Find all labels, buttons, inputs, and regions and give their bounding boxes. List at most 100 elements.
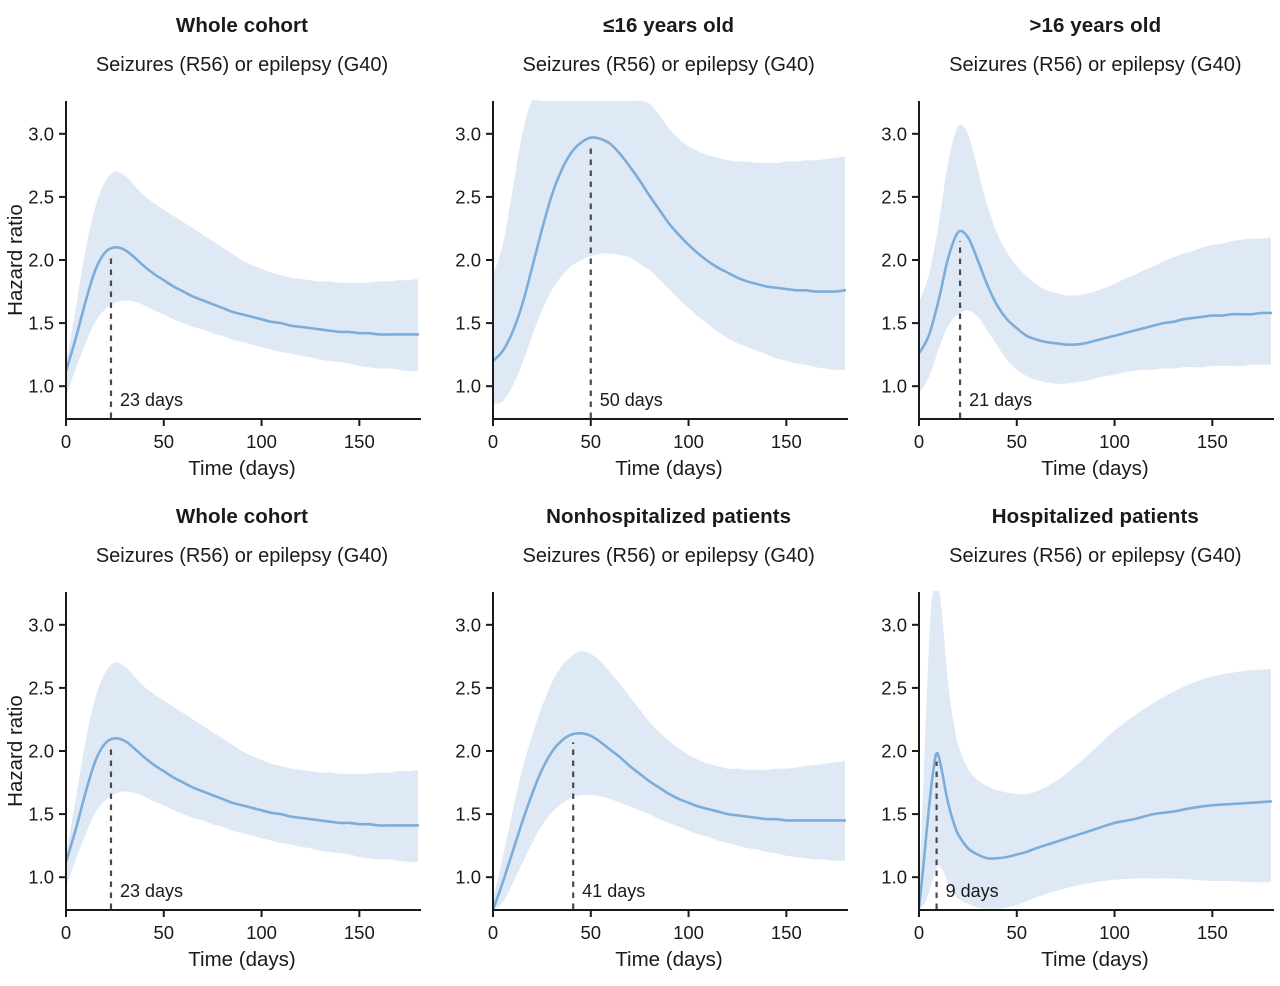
y-tick-label: 2.0 <box>882 250 908 271</box>
x-tick-label: 150 <box>771 922 802 943</box>
hazard-ratio-line <box>66 246 419 373</box>
plot-whole-cohort-hosp: 23 days 0 50 100 150 1.0 1.5 2.0 2.5 3.0 Time (day… <box>4 592 421 971</box>
y-tick-label: 1.0 <box>28 867 54 888</box>
x-tick-label: 150 <box>1197 922 1228 943</box>
confidence-band <box>492 651 845 910</box>
x-tick-label: 50 <box>153 922 174 943</box>
peak-day-label: 23 days <box>120 390 183 410</box>
y-tick-label: 2.5 <box>455 186 481 207</box>
y-tick-label: 2.5 <box>28 186 54 207</box>
chart-subtitle: Seizures (R56) or epilepsy (G40) <box>95 53 389 76</box>
x-tick-label: 100 <box>673 922 704 943</box>
chart-subtitle: Seizures (R56) or epilepsy (G40) <box>95 544 389 567</box>
y-tick-label: 1.0 <box>455 376 481 397</box>
plot-under-16: 50 days 0 50 100 150 1.0 1.5 2.0 2.5 3.0 Time (day… <box>455 100 848 480</box>
subplot-whole-cohort-hosp: Whole cohort Seizures (R56) or epilepsy … <box>0 495 426 986</box>
y-tick-label: 2.0 <box>455 250 481 271</box>
hazard-ratio-line <box>492 136 846 363</box>
chart-title: >16 years old <box>1029 14 1162 37</box>
peak-day-label: 9 days <box>946 881 999 901</box>
y-tick-label: 3.0 <box>882 614 908 635</box>
x-axis-label: Time (days) <box>1042 948 1149 971</box>
peak-day-label: 50 days <box>599 390 662 410</box>
x-tick-label: 50 <box>153 431 174 452</box>
chart-title: ≤16 years old <box>603 14 735 37</box>
chart-subtitle: Seizures (R56) or epilepsy (G40) <box>949 53 1242 76</box>
x-tick-label: 50 <box>1007 922 1028 943</box>
x-tick-label: 0 <box>61 922 71 943</box>
x-tick-label: 100 <box>1099 922 1130 943</box>
y-tick-label: 1.5 <box>455 804 481 825</box>
confidence-band <box>919 591 1272 910</box>
x-tick-label: 100 <box>246 922 277 943</box>
x-tick-label: 150 <box>1197 431 1228 452</box>
y-tick-label: 3.0 <box>455 123 481 144</box>
x-axis-label: Time (days) <box>188 948 295 971</box>
y-tick-label: 1.5 <box>455 313 481 334</box>
chart-subtitle: Seizures (R56) or epilepsy (G40) <box>949 544 1242 567</box>
hazard-ratio-line <box>919 229 1273 355</box>
chart-title: Hospitalized patients <box>991 505 1199 528</box>
x-tick-label: 150 <box>344 431 375 452</box>
x-tick-label: 0 <box>914 922 924 943</box>
x-tick-label: 100 <box>246 431 277 452</box>
y-tick-label: 2.5 <box>28 677 54 698</box>
y-tick-label: 3.0 <box>28 123 54 144</box>
y-tick-label: 2.0 <box>455 741 481 762</box>
x-tick-label: 150 <box>771 431 802 452</box>
plot-over-16: 21 days 0 50 100 150 1.0 1.5 2.0 2.5 3.0 Time (day… <box>882 101 1275 480</box>
x-tick-label: 50 <box>580 431 601 452</box>
y-tick-label: 1.5 <box>882 804 908 825</box>
x-tick-label: 0 <box>61 431 71 452</box>
confidence-band <box>66 662 418 888</box>
x-tick-label: 100 <box>1099 431 1130 452</box>
chart-title: Whole cohort <box>175 14 309 37</box>
x-tick-label: 0 <box>488 922 498 943</box>
y-tick-label: 3.0 <box>882 123 908 144</box>
subplot-nonhospitalized: Nonhospitalized patients Seizures (R56) … <box>427 495 853 986</box>
y-tick-label: 2.0 <box>882 741 908 762</box>
plot-whole-cohort-age: 23 days 0 50 100 150 1.0 1.5 2.0 2.5 3.0 Time (day… <box>4 101 421 480</box>
plot-nonhospitalized: 41 days 0 50 100 150 1.0 1.5 2.0 2.5 3.0 Time (day… <box>455 592 848 971</box>
y-axis-label: Hazard ratio <box>4 204 27 316</box>
y-tick-label: 1.0 <box>882 376 908 397</box>
y-tick-label: 1.5 <box>882 313 908 334</box>
chart-subtitle: Seizures (R56) or epilepsy (G40) <box>522 544 815 567</box>
hazard-ratio-line <box>492 731 846 911</box>
peak-day-label: 41 days <box>582 881 645 901</box>
x-tick-label: 100 <box>673 431 704 452</box>
x-tick-label: 0 <box>914 431 924 452</box>
subplot-hospitalized: Hospitalized patients Seizures (R56) or … <box>853 495 1279 986</box>
subplot-under-16: ≤16 years old Seizures (R56) or epilepsy… <box>427 4 853 495</box>
confidence-band <box>66 171 418 397</box>
y-tick-label: 2.5 <box>882 186 908 207</box>
y-tick-label: 3.0 <box>28 614 54 635</box>
y-tick-label: 1.0 <box>28 376 54 397</box>
y-tick-label: 2.0 <box>28 250 54 271</box>
confidence-band <box>919 124 1272 393</box>
chart-title: Whole cohort <box>175 505 309 528</box>
confidence-band <box>492 100 845 404</box>
subplot-whole-cohort-age: Whole cohort Seizures (R56) or epilepsy … <box>0 4 426 495</box>
y-tick-label: 2.5 <box>882 677 908 698</box>
plot-hospitalized: 9 days 0 50 100 150 1.0 1.5 2.0 2.5 3.0 Time (days… <box>882 591 1275 971</box>
x-axis-label: Time (days) <box>1042 457 1149 480</box>
x-axis-label: Time (days) <box>615 948 722 971</box>
y-tick-label: 2.5 <box>455 677 481 698</box>
y-tick-label: 1.5 <box>28 804 54 825</box>
x-tick-label: 50 <box>1007 431 1028 452</box>
y-tick-label: 3.0 <box>455 614 481 635</box>
x-axis-label: Time (days) <box>615 457 722 480</box>
y-tick-label: 2.0 <box>28 741 54 762</box>
x-tick-label: 0 <box>488 431 498 452</box>
chart-subtitle: Seizures (R56) or epilepsy (G40) <box>522 53 815 76</box>
y-tick-label: 1.0 <box>455 867 481 888</box>
y-tick-label: 1.5 <box>28 313 54 334</box>
hazard-ratio-line <box>66 737 419 864</box>
peak-day-label: 21 days <box>969 390 1032 410</box>
x-axis-label: Time (days) <box>188 457 295 480</box>
peak-day-label: 23 days <box>120 881 183 901</box>
y-axis-label: Hazard ratio <box>4 695 27 807</box>
hazard-ratio-line <box>919 751 1273 909</box>
